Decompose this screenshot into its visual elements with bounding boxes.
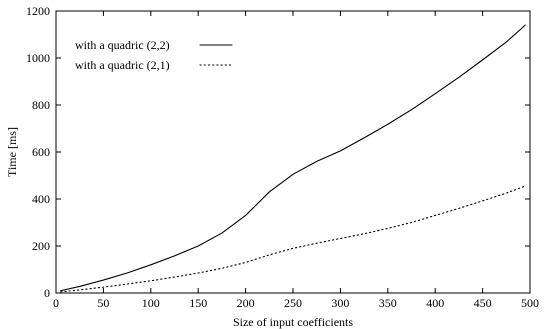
x-axis-ticks: 0 50 100 150 200 250 300 350 400 450 500 — [53, 11, 539, 310]
x-tick-label: 350 — [379, 296, 397, 310]
x-tick-label: 200 — [237, 296, 255, 310]
x-axis-label: Size of input coefficients — [233, 315, 353, 329]
y-axis-ticks: 0 200 400 600 800 1000 1200 — [26, 4, 530, 300]
y-tick-label: 0 — [44, 286, 50, 300]
x-tick-label: 0 — [53, 296, 59, 310]
y-tick-label: 800 — [32, 98, 50, 112]
legend: with a quadric (2,2) with a quadric (2,1) — [75, 38, 233, 72]
legend-label-2: with a quadric (2,1) — [75, 58, 170, 72]
x-tick-label: 100 — [142, 296, 160, 310]
y-tick-label: 1000 — [26, 51, 50, 65]
y-tick-label: 1200 — [26, 4, 50, 18]
x-tick-label: 500 — [521, 296, 539, 310]
x-tick-label: 450 — [474, 296, 492, 310]
x-tick-label: 150 — [189, 296, 207, 310]
x-tick-label: 400 — [426, 296, 444, 310]
x-tick-label: 50 — [97, 296, 109, 310]
y-tick-label: 600 — [32, 145, 50, 159]
series-line-1 — [60, 24, 526, 292]
series-line-2 — [60, 185, 526, 293]
legend-label-1: with a quadric (2,2) — [75, 38, 170, 52]
y-tick-label: 200 — [32, 239, 50, 253]
series-lines — [60, 24, 526, 293]
plot-area-frame — [55, 10, 531, 294]
y-tick-label: 400 — [32, 192, 50, 206]
x-tick-label: 300 — [331, 296, 349, 310]
y-axis-label: Time [ms] — [5, 127, 19, 177]
x-tick-label: 250 — [284, 296, 302, 310]
